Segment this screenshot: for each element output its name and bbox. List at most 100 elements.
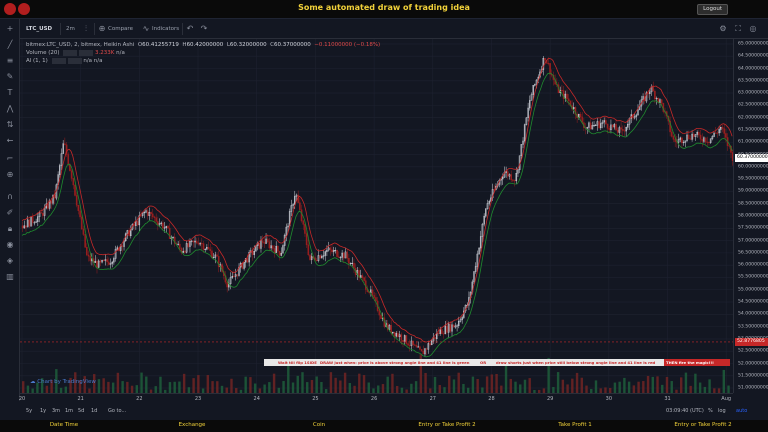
auto-toggle[interactable]: auto: [736, 408, 748, 414]
time-axis[interactable]: 20 21 22 23 24 25 26 27 28 29 30 31 Aug: [19, 393, 733, 405]
zoom-icon[interactable]: ⊕: [6, 170, 14, 179]
price-axis[interactable]: 65.00000000 64.50000000 64.00000000 63.5000…: [733, 39, 768, 393]
volume-bar: [121, 381, 124, 393]
volume-bar: [537, 389, 541, 393]
compare-button[interactable]: Compare: [108, 26, 133, 32]
volume-bar: [78, 380, 82, 393]
candle: [42, 213, 44, 216]
fib-icon[interactable]: ≡: [6, 56, 14, 65]
brush-icon[interactable]: ✎: [6, 72, 14, 81]
pattern-icon[interactable]: ⋀: [6, 104, 14, 113]
range-5d[interactable]: 5d: [78, 408, 85, 414]
footer-coin[interactable]: Coin: [312, 422, 326, 428]
snapshot-icon[interactable]: ◎: [749, 24, 757, 33]
lock-icon[interactable]: 🔒︎: [7, 224, 13, 233]
range-3m[interactable]: 3m: [52, 408, 61, 414]
al-label[interactable]: Al (1, 1): [26, 58, 48, 64]
signal-end: THEN fire the magic!!!: [664, 359, 730, 366]
price-tick: 52.50000000: [738, 348, 768, 354]
utc-time[interactable]: 03:09:40 (UTC): [666, 408, 704, 414]
log-toggle[interactable]: log: [718, 408, 726, 414]
footer-exchange[interactable]: Exchange: [178, 422, 206, 428]
candle: [327, 247, 330, 251]
price-tick: 58.50000000: [738, 201, 768, 207]
candle: [319, 255, 321, 259]
candle: [611, 124, 614, 128]
candle: [86, 247, 88, 256]
candle: [430, 340, 433, 345]
candle: [682, 141, 685, 144]
divider: [60, 23, 61, 35]
volume-bar: [263, 384, 266, 393]
range-1y[interactable]: 1y: [40, 408, 47, 414]
volume-bar: [367, 382, 370, 393]
candle: [317, 255, 320, 261]
range-5y[interactable]: 5y: [26, 408, 33, 414]
volume-bar: [107, 381, 110, 393]
prediction-icon[interactable]: ⇅: [6, 120, 14, 129]
footer-date-time[interactable]: Date Time: [49, 422, 79, 428]
undo-icon[interactable]: ↶: [186, 24, 194, 33]
candle: [625, 127, 627, 132]
ruler-icon[interactable]: ⌐: [6, 154, 14, 163]
fullscreen-icon[interactable]: ⛶: [735, 24, 741, 33]
candle: [133, 224, 135, 226]
percent-toggle[interactable]: %: [708, 408, 713, 414]
crosshair-icon[interactable]: +: [6, 24, 14, 33]
candle: [229, 277, 232, 285]
volume-bar: [353, 385, 356, 393]
trash-icon[interactable]: ▥: [6, 272, 14, 281]
footer-entry-2[interactable]: Entry or Take Profit 2: [674, 422, 732, 428]
symbol-search[interactable]: LTC_USD: [26, 26, 53, 32]
candle: [226, 281, 228, 288]
candle: [414, 344, 416, 346]
candle: [21, 225, 24, 229]
compare-icon[interactable]: ⊕: [98, 24, 106, 33]
candle: [437, 332, 440, 334]
volume-bar: [594, 380, 598, 393]
price-tick: 54.00000000: [738, 311, 768, 317]
range-1m[interactable]: 1m: [65, 408, 74, 414]
volume-bar: [249, 377, 252, 393]
volume-bar: [225, 387, 228, 393]
candle: [393, 331, 396, 337]
redo-icon[interactable]: ↷: [200, 24, 208, 33]
price-tick: 51.50000000: [738, 373, 768, 379]
footer-take-profit[interactable]: Take Profit 1: [558, 422, 592, 428]
candle: [528, 100, 531, 109]
indicators-icon[interactable]: ∿: [142, 24, 150, 33]
candle: [243, 262, 245, 269]
trendline-icon[interactable]: ╱: [7, 40, 13, 49]
volume-bar: [585, 385, 588, 393]
time-tick: 26: [370, 396, 378, 402]
indicators-button[interactable]: Indicators: [152, 26, 180, 32]
candle: [572, 107, 575, 110]
volume-bar: [414, 381, 418, 393]
candle: [346, 251, 349, 259]
price-chart[interactable]: [20, 39, 733, 393]
pencil-lock-icon[interactable]: ✐: [6, 208, 14, 217]
volume-bar: [244, 376, 247, 393]
logout-button[interactable]: Logout: [697, 4, 728, 15]
volume-bar: [102, 378, 105, 393]
volume-label[interactable]: Volume (20): [26, 50, 60, 56]
eye-icon[interactable]: ◉: [6, 240, 14, 249]
settings-icon[interactable]: ⚙: [719, 24, 727, 33]
goto-button[interactable]: Go to...: [108, 408, 127, 414]
candle: [415, 345, 418, 348]
text-icon[interactable]: T: [7, 88, 13, 97]
layers-icon[interactable]: ◈: [6, 256, 14, 265]
footer-entry-1[interactable]: Entry or Take Profit 2: [418, 422, 476, 428]
volume-bar: [64, 386, 68, 393]
magnet-icon[interactable]: ∩: [7, 192, 13, 201]
candle: [679, 137, 682, 140]
volume-bar: [348, 382, 352, 393]
chart-type-icon[interactable]: ⫶: [85, 24, 87, 33]
volume-bar: [69, 377, 72, 393]
candle: [307, 244, 310, 256]
range-1d[interactable]: 1d: [91, 408, 98, 414]
interval-selector[interactable]: 2m: [66, 26, 75, 32]
arrow-icon[interactable]: ←: [6, 136, 14, 145]
tradingview-watermark[interactable]: ☁ Chart by TradingView: [30, 379, 96, 385]
candle: [457, 321, 460, 326]
